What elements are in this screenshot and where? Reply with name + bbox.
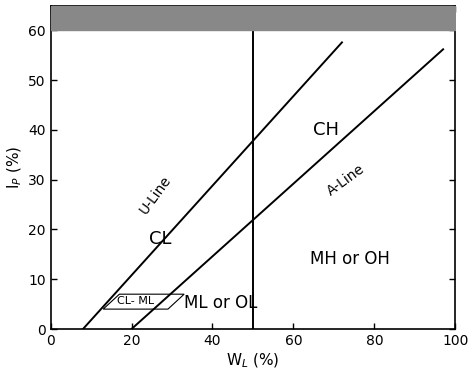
Y-axis label: I$_P$ (%): I$_P$ (%) xyxy=(6,146,24,189)
X-axis label: W$_L$ (%): W$_L$ (%) xyxy=(226,352,280,370)
Text: CL- ML: CL- ML xyxy=(117,296,154,306)
Text: U-Line: U-Line xyxy=(137,173,174,217)
Text: CL: CL xyxy=(149,230,171,249)
Polygon shape xyxy=(103,294,184,309)
Text: CH: CH xyxy=(313,121,339,139)
Text: ML or OL: ML or OL xyxy=(184,294,257,312)
Text: A-Line: A-Line xyxy=(325,161,367,198)
Text: MH or OH: MH or OH xyxy=(310,250,390,268)
